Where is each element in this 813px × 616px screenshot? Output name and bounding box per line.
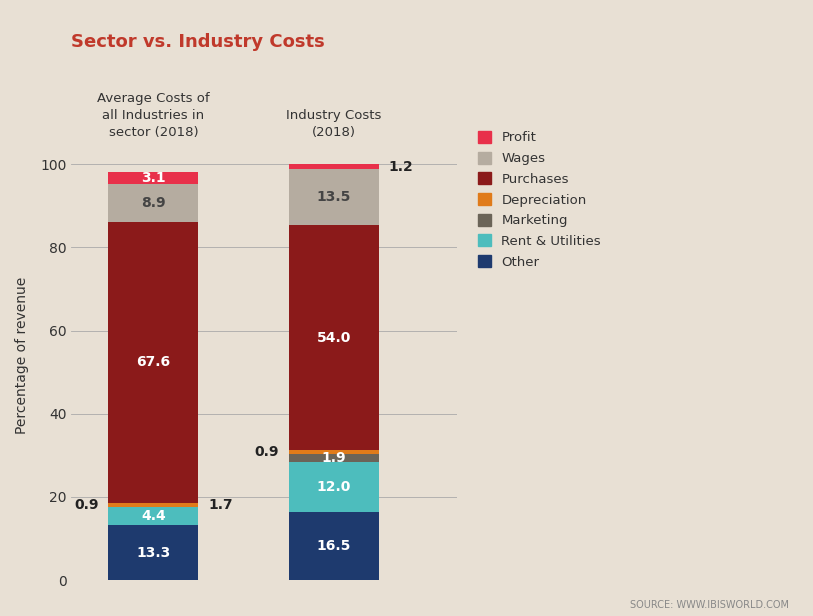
Text: 0.9: 0.9 [74, 498, 98, 512]
Bar [289, 450, 379, 454]
Bar [108, 222, 198, 503]
Text: 13.5: 13.5 [316, 190, 351, 204]
Text: 1.7: 1.7 [208, 498, 233, 512]
Bar [289, 511, 379, 580]
Bar [108, 525, 198, 580]
Text: 0.9: 0.9 [254, 445, 279, 459]
Text: Sector vs. Industry Costs: Sector vs. Industry Costs [72, 33, 325, 52]
Text: Average Costs of
all Industries in
sector (2018): Average Costs of all Industries in secto… [97, 92, 210, 139]
Bar [289, 169, 379, 225]
Text: 16.5: 16.5 [316, 539, 351, 553]
Text: 3.1: 3.1 [141, 171, 166, 185]
Bar [108, 184, 198, 222]
Text: 1.2: 1.2 [389, 160, 414, 174]
Bar [108, 172, 198, 184]
Legend: Profit, Wages, Purchases, Depreciation, Marketing, Rent & Utilities, Other: Profit, Wages, Purchases, Depreciation, … [475, 128, 604, 271]
Bar [289, 454, 379, 461]
Text: 13.3: 13.3 [137, 546, 171, 559]
Text: 54.0: 54.0 [316, 331, 351, 344]
Text: 67.6: 67.6 [137, 355, 171, 369]
Bar [289, 225, 379, 450]
Bar [289, 164, 379, 169]
Text: Industry Costs
(2018): Industry Costs (2018) [286, 109, 381, 139]
Text: SOURCE: WWW.IBISWORLD.COM: SOURCE: WWW.IBISWORLD.COM [629, 600, 789, 610]
Bar [108, 506, 198, 525]
Y-axis label: Percentage of revenue: Percentage of revenue [15, 277, 29, 434]
Text: 4.4: 4.4 [141, 509, 166, 523]
Text: 8.9: 8.9 [141, 196, 166, 210]
Bar [108, 503, 198, 506]
Text: 12.0: 12.0 [316, 480, 351, 493]
Text: 1.9: 1.9 [321, 451, 346, 464]
Bar [289, 461, 379, 511]
